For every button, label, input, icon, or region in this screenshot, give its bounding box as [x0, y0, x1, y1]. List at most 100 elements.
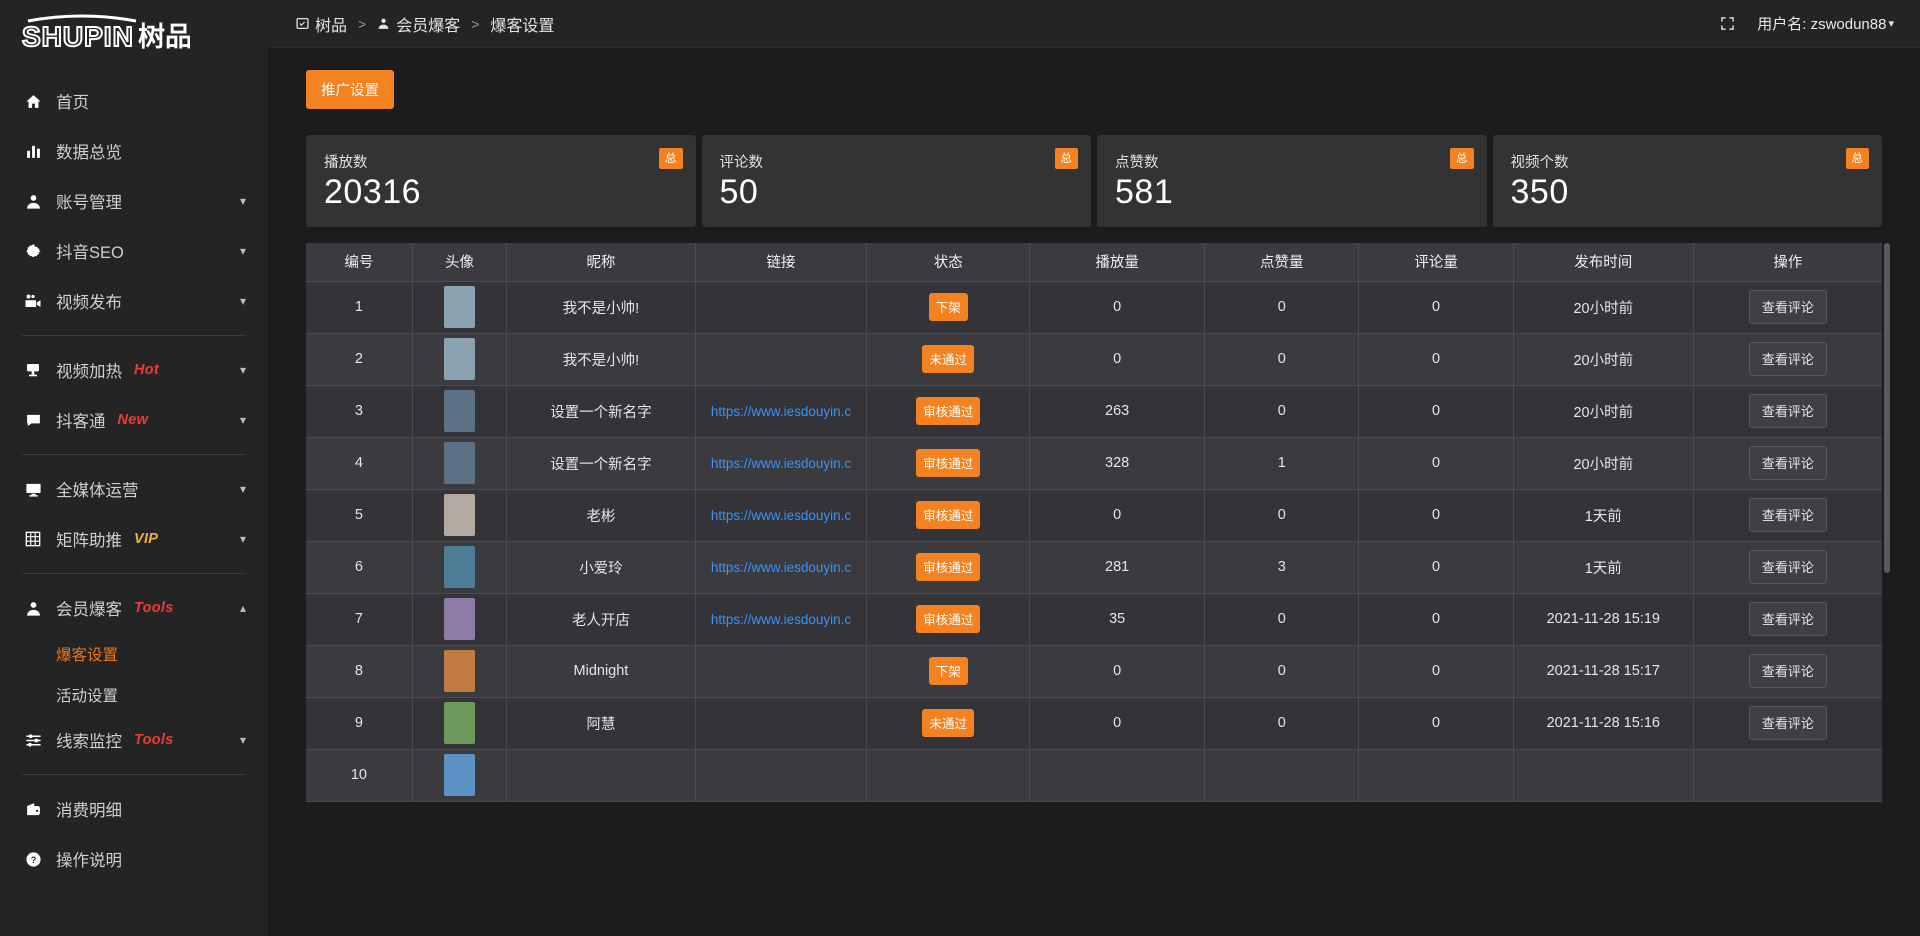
sidebar-item-lead-monitoring[interactable]: 线索监控 Tools ▾: [0, 715, 268, 765]
table-row[interactable]: 10: [306, 749, 1882, 802]
breadcrumb-separator: >: [358, 15, 367, 32]
sidebar-subitem-label: 爆客设置: [56, 646, 119, 664]
video-link[interactable]: https://www.iesdouyin.c: [710, 403, 852, 419]
cell-link[interactable]: https://www.iesdouyin.c: [695, 437, 868, 490]
cell-link[interactable]: https://www.iesdouyin.c: [695, 541, 868, 594]
sidebar-item-consumption-detail[interactable]: 消费明细: [0, 784, 268, 834]
home-icon: [22, 93, 44, 110]
view-comments-button[interactable]: 查看评论: [1748, 602, 1827, 636]
likes-value: 3: [1277, 559, 1286, 575]
cell-id: 1: [306, 281, 413, 334]
sidebar-divider: [22, 573, 246, 574]
sidebar-item-doukentong[interactable]: 抖客通 New ▾: [0, 395, 268, 445]
video-table-wrapper: 编号 头像 昵称 链接 状态 播放量 点赞量 评论量 发布时间 操作 1 我不是小: [306, 243, 1890, 802]
cell-actions[interactable]: 查看评论: [1693, 281, 1882, 334]
scrollbar-thumb[interactable]: [1884, 243, 1890, 573]
cell-actions[interactable]: 查看评论: [1693, 489, 1882, 542]
column-header-time[interactable]: 发布时间: [1513, 243, 1694, 282]
view-comments-button[interactable]: 查看评论: [1748, 394, 1827, 428]
cell-actions[interactable]: 查看评论: [1693, 541, 1882, 594]
sidebar-item-member-baoke[interactable]: 会员爆客 Tools ▴: [0, 583, 268, 633]
sidebar-item-instructions[interactable]: ? 操作说明: [0, 834, 268, 884]
table-row[interactable]: 2 我不是小帅! 未通过 0 0 0 20小时前 查看评论: [306, 333, 1882, 386]
column-header-actions[interactable]: 操作: [1693, 243, 1882, 282]
video-link[interactable]: https://www.iesdouyin.c: [710, 455, 852, 471]
cell-id: 2: [306, 333, 413, 386]
column-header-plays[interactable]: 播放量: [1029, 243, 1206, 282]
table-row[interactable]: 4 设置一个新名字 https://www.iesdouyin.c 审核通过 328 1 0…: [306, 437, 1882, 490]
cell-link[interactable]: https://www.iesdouyin.c: [695, 593, 868, 646]
column-header-nickname[interactable]: 昵称: [506, 243, 696, 282]
member-icon: [22, 600, 44, 617]
view-comments-button[interactable]: 查看评论: [1748, 550, 1827, 584]
sidebar-item-data-overview[interactable]: 数据总览: [0, 126, 268, 176]
view-comments-button[interactable]: 查看评论: [1748, 498, 1827, 532]
cell-actions[interactable]: [1693, 749, 1882, 802]
cell-actions[interactable]: 查看评论: [1693, 645, 1882, 698]
comments-value: 0: [1432, 299, 1441, 315]
table-row[interactable]: 7 老人开店 https://www.iesdouyin.c 审核通过 35 0 0 2021…: [306, 593, 1882, 646]
nickname-text: 老彬: [586, 508, 616, 525]
cell-actions[interactable]: 查看评论: [1693, 697, 1882, 750]
table-row[interactable]: 8 Midnight 下架 0 0 0 2021-11-28 15:17 查看评论: [306, 645, 1882, 698]
sidebar-item-video-publish[interactable]: 视频发布 ▾: [0, 276, 268, 326]
status-badge: 审核通过: [916, 449, 981, 477]
video-link[interactable]: https://www.iesdouyin.c: [710, 611, 852, 627]
cell-actions[interactable]: 查看评论: [1693, 333, 1882, 386]
sidebar-item-video-boost[interactable]: 视频加热 Hot ▾: [0, 345, 268, 395]
column-header-comments[interactable]: 评论量: [1358, 243, 1514, 282]
user-menu[interactable]: 用户名: zswodun88 ▾: [1757, 13, 1894, 34]
sidebar-subitem-activity-settings[interactable]: 活动设置: [0, 674, 268, 715]
view-comments-button[interactable]: 查看评论: [1748, 446, 1827, 480]
cell-actions[interactable]: 查看评论: [1693, 593, 1882, 646]
table-row[interactable]: 6 小爱玲 https://www.iesdouyin.c 审核通过 281 3 0 1天前 查…: [306, 541, 1882, 594]
view-comments-button[interactable]: 查看评论: [1748, 654, 1827, 688]
breadcrumb-item-member-baoke[interactable]: 会员爆客: [377, 12, 460, 36]
sidebar-item-douyin-seo[interactable]: 抖音SEO ▾: [0, 226, 268, 276]
video-link[interactable]: https://www.iesdouyin.c: [710, 507, 852, 523]
sidebar-item-omnimedia-ops[interactable]: 全媒体运营 ▾: [0, 464, 268, 514]
stat-card-plays: 播放数 20316 总: [306, 135, 696, 227]
table-row[interactable]: 3 设置一个新名字 https://www.iesdouyin.c 审核通过 263 0 0…: [306, 385, 1882, 438]
promo-settings-button[interactable]: 推广设置: [306, 70, 394, 109]
breadcrumb-item-shupin[interactable]: 树品: [296, 12, 347, 36]
video-link[interactable]: https://www.iesdouyin.c: [710, 559, 852, 575]
table-row[interactable]: 9 阿慧 未通过 0 0 0 2021-11-28 15:16 查看评论: [306, 697, 1882, 750]
column-header-status[interactable]: 状态: [866, 243, 1031, 282]
view-comments-button[interactable]: 查看评论: [1748, 290, 1827, 324]
sidebar-subitem-baoke-settings[interactable]: 爆客设置: [0, 633, 268, 674]
cell-time: 2021-11-28 15:17: [1513, 645, 1694, 698]
column-header-likes[interactable]: 点赞量: [1204, 243, 1360, 282]
column-header-avatar[interactable]: 头像: [412, 243, 508, 282]
plays-value: 35: [1109, 611, 1126, 627]
monitor-icon: [22, 481, 44, 498]
stat-card-title: 评论数: [719, 155, 764, 171]
table-row[interactable]: 5 老彬 https://www.iesdouyin.c 审核通过 0 0 0 1天前 查看评论: [306, 489, 1882, 542]
cell-nickname: 设置一个新名字: [506, 385, 696, 438]
likes-value: 0: [1277, 351, 1286, 367]
sidebar-item-account-management[interactable]: 账号管理 ▾: [0, 176, 268, 226]
column-header-link[interactable]: 链接: [695, 243, 868, 282]
sidebar-item-matrix-boost[interactable]: 矩阵助推 VIP ▾: [0, 514, 268, 564]
view-comments-button[interactable]: 查看评论: [1748, 342, 1827, 376]
view-comments-button[interactable]: 查看评论: [1748, 706, 1827, 740]
sidebar-item-badge: Tools: [134, 600, 174, 616]
cell-actions[interactable]: 查看评论: [1693, 437, 1882, 490]
likes-value: 0: [1277, 715, 1286, 731]
cell-link[interactable]: https://www.iesdouyin.c: [695, 385, 868, 438]
stat-card-value: 20316: [324, 173, 422, 211]
status-badge: 审核通过: [916, 397, 981, 425]
plays-value: 0: [1113, 663, 1122, 679]
cell-status: 审核通过: [866, 541, 1031, 594]
cell-actions[interactable]: 查看评论: [1693, 385, 1882, 438]
sidebar-item-label: 视频发布: [56, 294, 122, 312]
fullscreen-icon[interactable]: [1720, 16, 1735, 31]
table-scrollbar[interactable]: [1884, 243, 1890, 802]
table-row[interactable]: 1 我不是小帅! 下架 0 0 0 20小时前 查看评论: [306, 281, 1882, 334]
brand-logo[interactable]: SHUPIN 树品: [0, 0, 268, 66]
column-header-id[interactable]: 编号: [306, 243, 413, 282]
user-label: 用户名: zswodun88: [1757, 16, 1887, 33]
sidebar-item-home[interactable]: 首页: [0, 76, 268, 126]
cell-time: 2021-11-28 15:19: [1513, 593, 1694, 646]
cell-link[interactable]: https://www.iesdouyin.c: [695, 489, 868, 542]
